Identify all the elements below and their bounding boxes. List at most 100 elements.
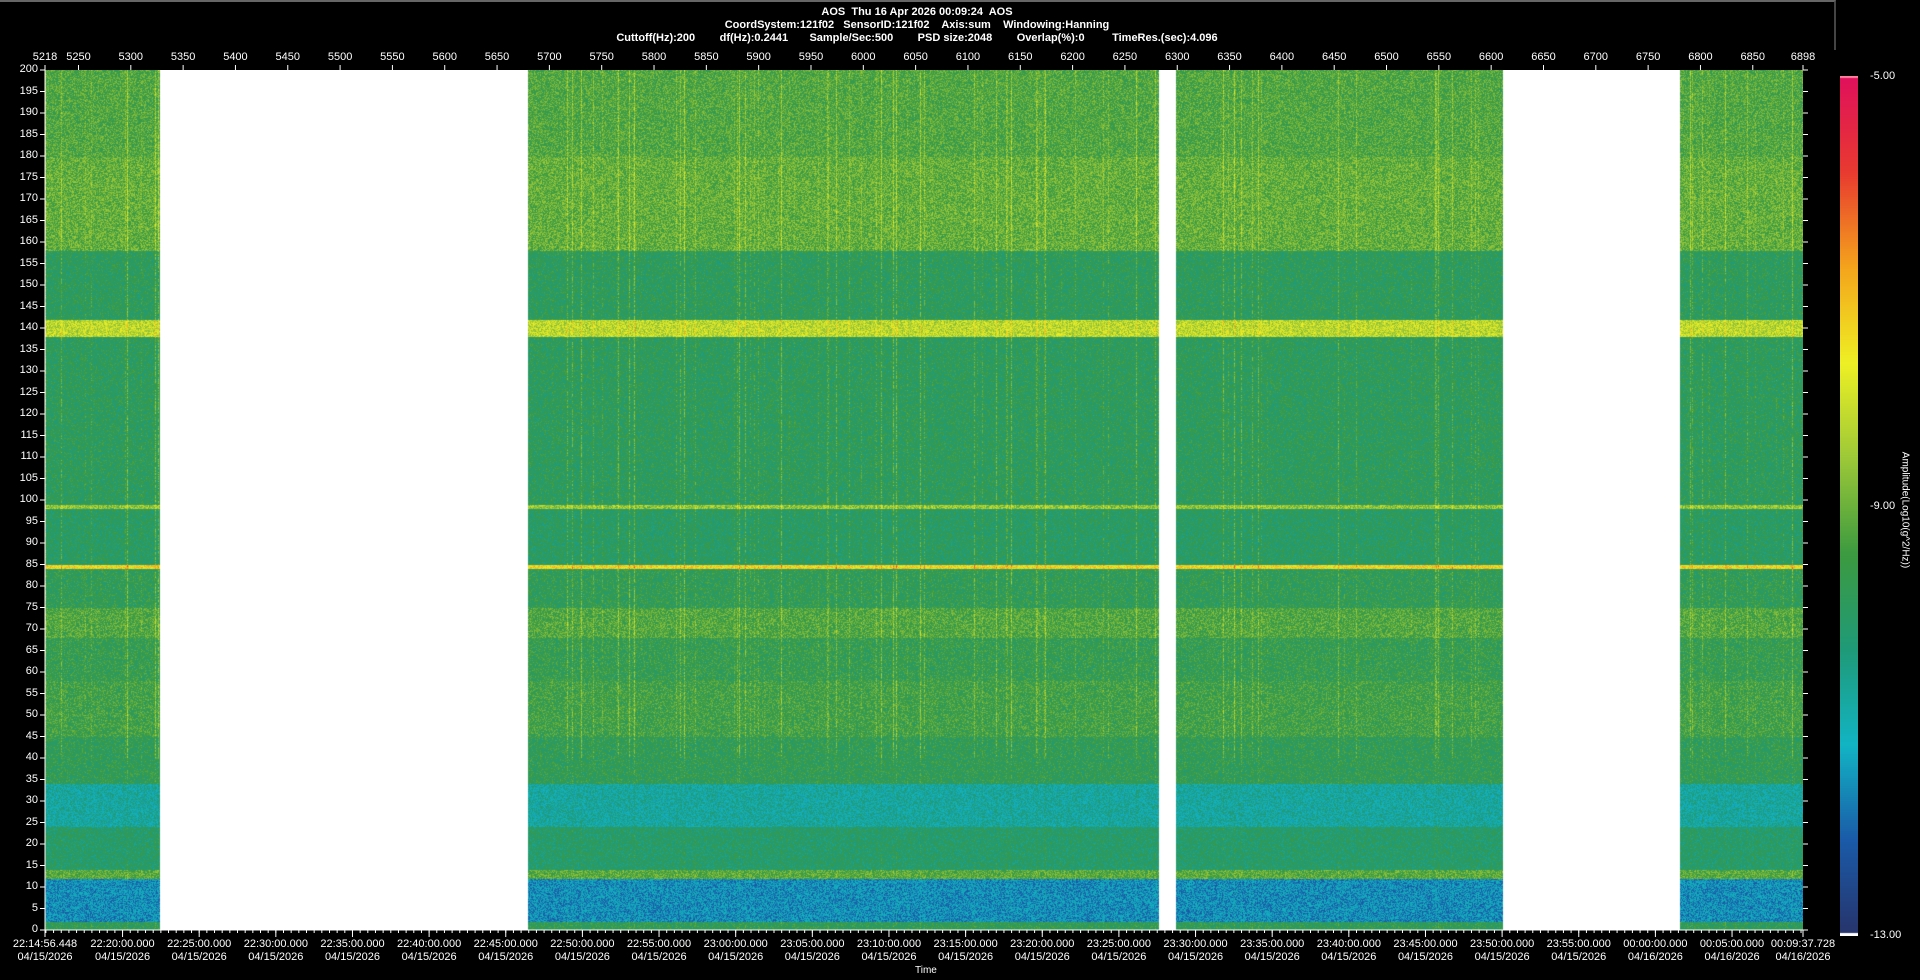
time-tick-label: 23:35:00.000 — [1240, 938, 1305, 950]
time-tick-label: 00:00:00.000 — [1623, 938, 1688, 950]
time-tick-date: 04/16/2026 — [1627, 951, 1683, 963]
y-tick-label: 110 — [20, 450, 38, 462]
y-tick-label: 190 — [19, 106, 38, 118]
top-tick-label: 5650 — [484, 51, 510, 63]
time-tick-date: 04/15/2026 — [248, 951, 304, 963]
y-tick-label: 95 — [25, 514, 38, 527]
y-tick-label: 65 — [25, 643, 38, 656]
time-tick-label: 22:50:00.000 — [550, 938, 615, 950]
top-tick-label: 6000 — [851, 51, 876, 63]
top-tick-label: 5350 — [170, 51, 196, 63]
y-tick-label: 15 — [25, 858, 38, 871]
y-tick-label: 165 — [19, 213, 38, 226]
header-params-line-2: Cuttoff(Hz):200 df(Hz):0.2441 Sample/Sec… — [616, 32, 1218, 44]
time-tick-label: 23:55:00.000 — [1546, 938, 1611, 950]
top-tick-label: 5450 — [275, 51, 301, 63]
top-tick-label: 5500 — [327, 51, 353, 63]
y-tick-label: 40 — [25, 751, 38, 763]
top-tick-label: 6100 — [955, 51, 981, 63]
spectrogram-heatmap — [45, 70, 1803, 930]
spectrogram-plot[interactable] — [45, 70, 1803, 930]
time-tick-label: 22:14:56.448 — [12, 938, 78, 950]
time-tick-label: 22:20:00.000 — [90, 938, 155, 950]
time-tick-date: 04/15/2026 — [1244, 951, 1300, 963]
time-tick-label: 00:09:37.728 — [1770, 938, 1836, 950]
top-tick-label: 6650 — [1531, 51, 1556, 63]
y-tick-label: 80 — [25, 579, 38, 591]
time-tick-label: 23:50:00.000 — [1469, 938, 1535, 950]
y-tick-label: 125 — [19, 385, 38, 398]
time-tick-date: 04/15/2026 — [938, 951, 994, 963]
colorbar-max-label: -5.00 — [1870, 70, 1896, 82]
y-tick-label: 20 — [25, 837, 38, 849]
y-tick-label: 155 — [19, 256, 38, 269]
time-tick-date: 04/15/2026 — [401, 951, 457, 963]
y-tick-label: 170 — [19, 192, 38, 204]
top-tick-label: 6050 — [903, 51, 928, 63]
chart-title: AOS Thu 16 Apr 2026 00:09:24 AOS — [821, 6, 1013, 18]
y-tick-label: 60 — [25, 665, 38, 677]
time-tick-label: 22:55:00.000 — [626, 938, 692, 950]
y-tick-label: 30 — [25, 794, 38, 806]
time-tick-label: 22:35:00.000 — [320, 938, 385, 950]
y-tick-label: 5 — [31, 901, 38, 914]
top-tick-label: 6450 — [1321, 51, 1347, 63]
top-tick-label: 5900 — [746, 51, 771, 63]
x-axis-label: Time — [915, 965, 937, 976]
time-tick-label: 23:40:00.000 — [1316, 938, 1381, 950]
time-tick-date: 04/15/2026 — [1474, 951, 1530, 963]
time-tick-label: 22:40:00.000 — [396, 938, 462, 950]
time-tick-label: 23:00:00.000 — [703, 938, 768, 950]
time-tick-label: 22:45:00.000 — [473, 938, 538, 950]
header-params-line-1: CoordSystem:121f02 SensorID:121f02 Axis:… — [724, 19, 1110, 31]
y-tick-label: 45 — [25, 729, 38, 742]
y-tick-label: 10 — [25, 880, 38, 892]
y-tick-label: 85 — [25, 557, 38, 570]
y-tick-label: 200 — [19, 63, 38, 75]
time-tick-date: 04/15/2026 — [554, 951, 610, 963]
top-tick-label: 6300 — [1164, 51, 1190, 63]
y-tick-label: 100 — [19, 493, 38, 505]
top-tick-label: 6550 — [1426, 51, 1452, 63]
time-tick-date: 04/15/2026 — [95, 951, 151, 963]
time-tick-label: 22:30:00.000 — [243, 938, 308, 950]
y-tick-label: 25 — [25, 815, 38, 828]
time-tick-date: 04/15/2026 — [1091, 951, 1147, 963]
time-tick-date: 04/15/2026 — [478, 951, 534, 963]
y-tick-label: 35 — [25, 772, 38, 785]
top-tick-label: 6150 — [1008, 51, 1033, 63]
top-tick-label: 5950 — [798, 51, 824, 63]
time-tick-date: 04/15/2026 — [17, 951, 73, 963]
y-tick-label: 145 — [19, 299, 38, 312]
time-tick-date: 04/15/2026 — [324, 951, 380, 963]
top-tick-label: 6898 — [1790, 51, 1816, 63]
top-tick-label: 6250 — [1112, 51, 1138, 63]
colorbar-min-label: -13.00 — [1870, 929, 1902, 941]
time-tick-date: 04/16/2026 — [1704, 951, 1760, 963]
top-tick-label: 5700 — [537, 51, 562, 63]
y-tick-label: 75 — [25, 600, 38, 613]
time-tick-date: 04/15/2026 — [784, 951, 840, 963]
top-tick-label: 6350 — [1217, 51, 1242, 63]
time-tick-label: 23:25:00.000 — [1086, 938, 1152, 950]
time-tick-label: 00:05:00.000 — [1699, 938, 1765, 950]
time-tick-date: 04/15/2026 — [708, 951, 764, 963]
y-tick-label: 105 — [19, 471, 38, 484]
time-tick-date: 04/15/2026 — [631, 951, 687, 963]
y-tick-label: 115 — [20, 428, 38, 441]
top-tick-label: 5850 — [694, 51, 719, 63]
y-tick-label: 0 — [31, 923, 38, 935]
top-tick-label: 5550 — [380, 51, 405, 63]
time-tick-label: 23:45:00.000 — [1393, 938, 1458, 950]
top-tick-label: 5750 — [589, 51, 614, 63]
top-tick-label: 6750 — [1635, 51, 1661, 63]
colorbar-title: Amplitude(Log10(g^2/Hz)) — [1899, 451, 1911, 569]
y-tick-label: 120 — [19, 407, 38, 419]
time-tick-label: 23:20:00.000 — [1010, 938, 1075, 950]
time-tick-date: 04/15/2026 — [1551, 951, 1607, 963]
top-tick-label: 5600 — [432, 51, 457, 63]
top-tick-label: 5400 — [223, 51, 248, 63]
chart-header: AOS Thu 16 Apr 2026 00:09:24 AOS CoordSy… — [0, 0, 1836, 50]
top-tick-label: 5250 — [66, 51, 91, 63]
top-tick-label: 5218 — [32, 51, 58, 63]
